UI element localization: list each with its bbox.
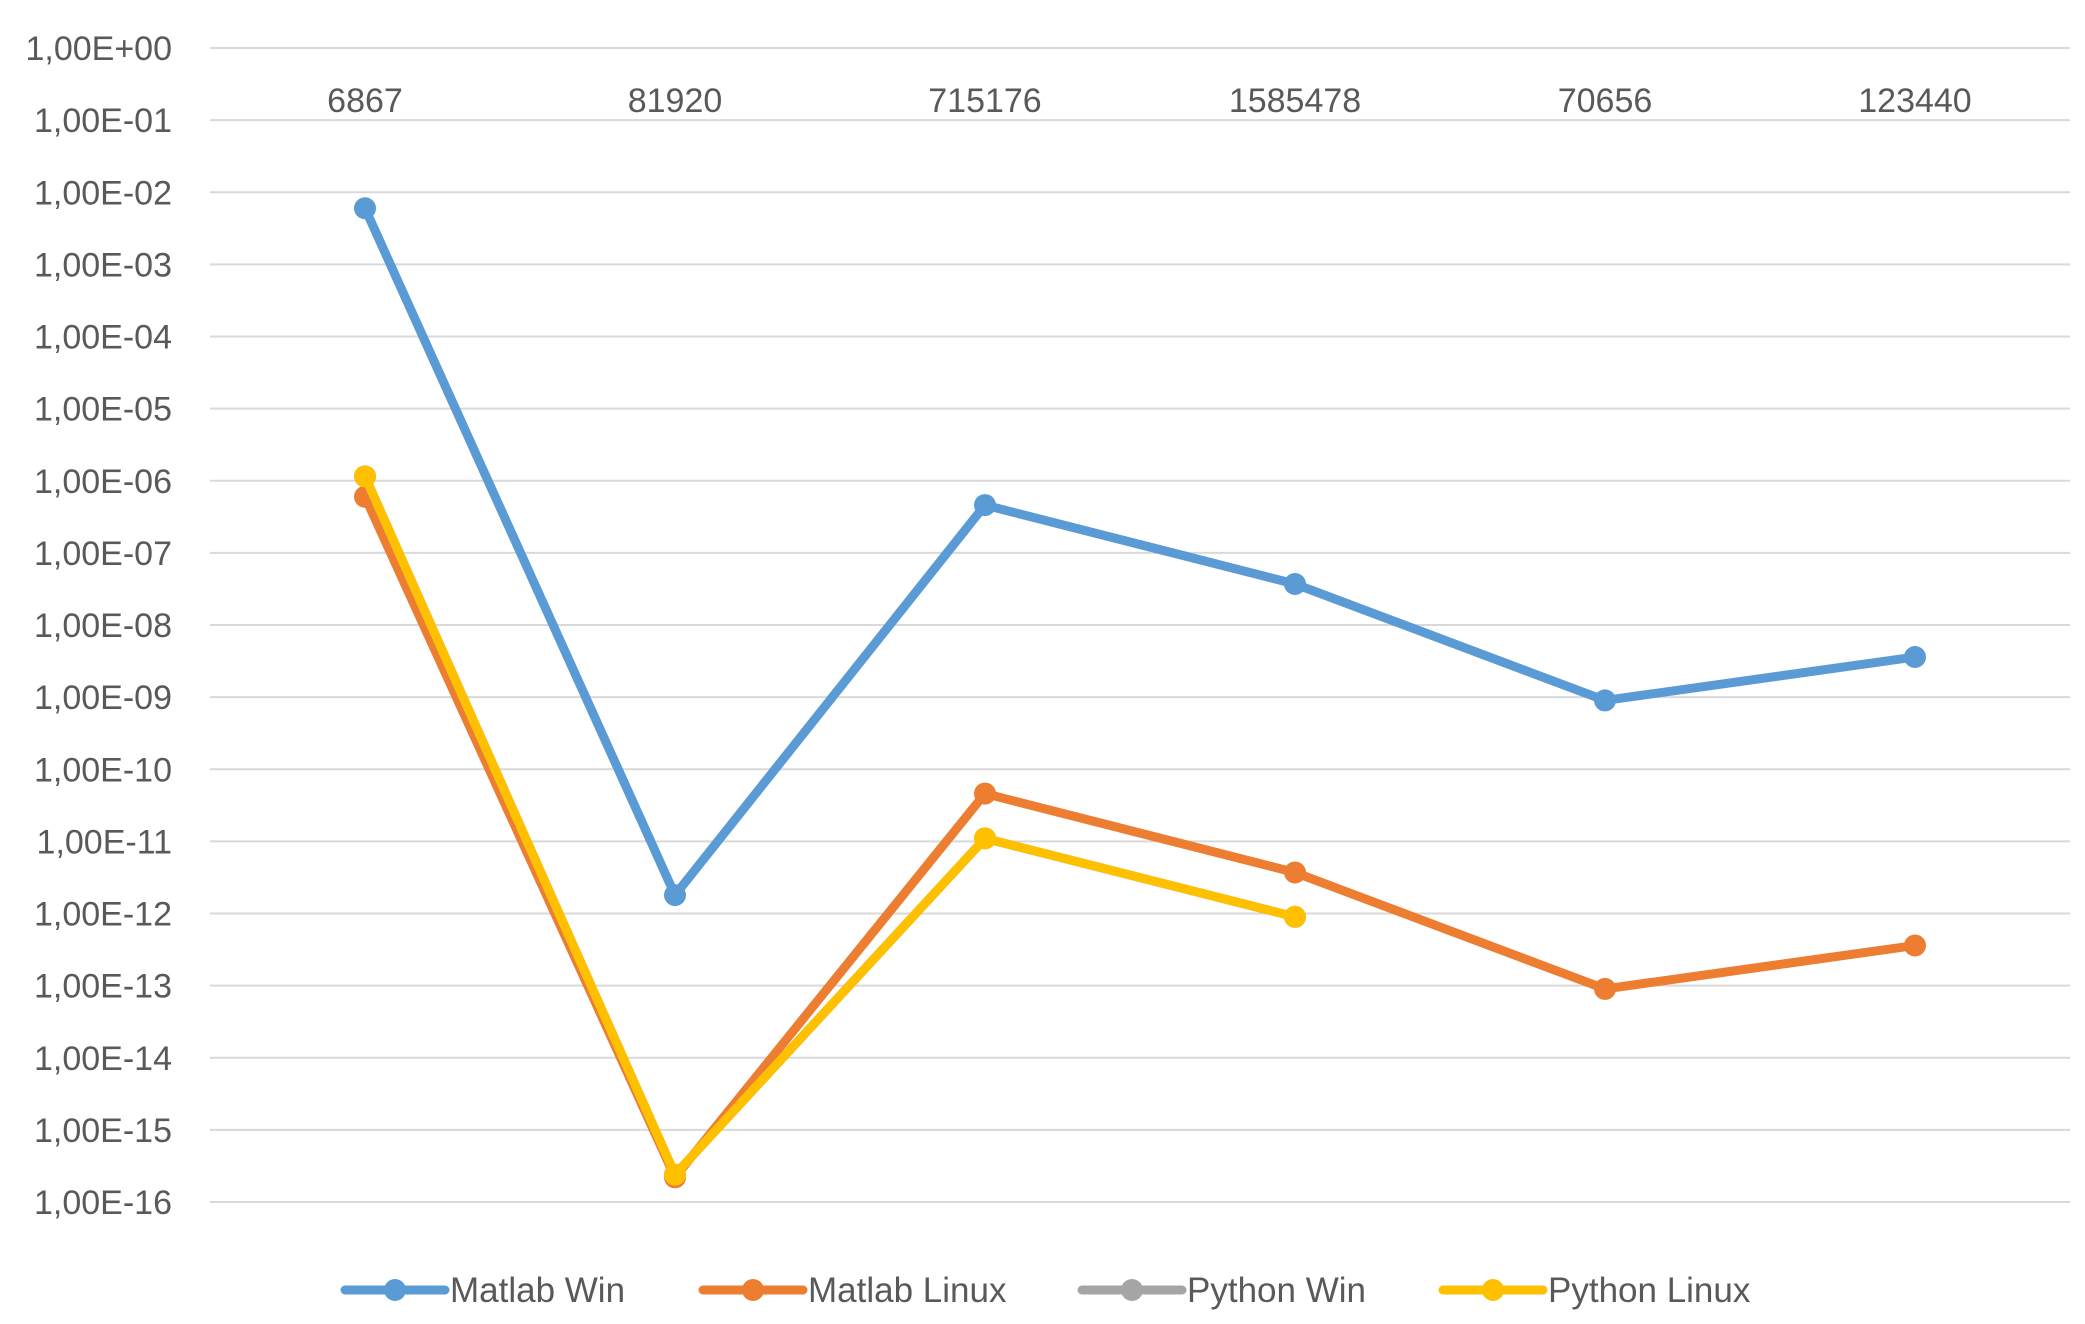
data-point: [1594, 689, 1616, 712]
series-line: [360, 203, 1920, 900]
data-point: [664, 1163, 686, 1186]
data-point: [1904, 934, 1926, 957]
data-point: [354, 197, 376, 220]
y-tick-label: 1,00E-07: [34, 535, 172, 573]
gridlines: [210, 47, 2070, 1203]
y-tick-label: 1,00E-05: [34, 391, 172, 429]
data-point: [664, 884, 686, 907]
series-matlab-linux: [354, 485, 1926, 1189]
y-tick-label: 1,00E-16: [34, 1184, 172, 1222]
series-python-win: [354, 465, 1306, 1186]
legend-label: Matlab Win: [450, 1271, 625, 1310]
legend-item: Python Linux: [1438, 1271, 1751, 1310]
y-tick-label: 1,00E-11: [37, 823, 172, 861]
x-tick-label: 6867: [327, 82, 403, 120]
y-tick-label: 1,00E-08: [34, 607, 172, 645]
series-line: [360, 471, 1300, 1180]
data-point: [974, 494, 996, 517]
legend-marker: [742, 1279, 764, 1301]
series-python-linux: [354, 465, 1306, 1186]
legend: Matlab Win Matlab Linux Python Win Python L…: [340, 1271, 1751, 1310]
legend-label: Python Win: [1187, 1271, 1366, 1310]
data-point: [974, 782, 996, 805]
data-point: [354, 465, 376, 488]
series-lines: [354, 197, 1926, 1189]
legend-item: Matlab Linux: [698, 1271, 1007, 1310]
legend-label: Matlab Linux: [808, 1271, 1007, 1310]
y-tick-label: 1,00E-15: [34, 1112, 172, 1150]
x-tick-label: 1585478: [1229, 82, 1361, 120]
x-tick-label: 81920: [628, 82, 723, 120]
legend-item: Matlab Win: [340, 1271, 625, 1310]
y-tick-label: 1,00E-02: [34, 174, 172, 212]
x-tick-label: 123440: [1858, 82, 1971, 120]
y-axis-tick-labels: 1,00E+00 1,00E-01 1,00E-02 1,00E-03 1,00E-04…: [25, 30, 172, 1222]
data-point: [1284, 573, 1306, 596]
y-tick-label: 1,00E-12: [34, 896, 172, 934]
series-line: [360, 471, 1300, 1180]
y-tick-label: 1,00E-13: [34, 968, 172, 1006]
legend-marker: [384, 1279, 406, 1301]
y-tick-label: 1,00E-14: [34, 1040, 172, 1078]
x-axis-tick-labels: 6867 81920 715176 1585478 70656 123440: [327, 82, 1972, 120]
y-tick-label: 1,00E-06: [34, 463, 172, 501]
data-point: [1284, 905, 1306, 928]
y-tick-label: 1,00E-10: [34, 751, 172, 789]
y-tick-label: 1,00E-01: [34, 102, 172, 140]
legend-label: Python Linux: [1548, 1271, 1751, 1310]
legend-marker: [1121, 1279, 1143, 1301]
y-tick-label: 1,00E-09: [34, 679, 172, 717]
y-tick-label: 1,00E+00: [25, 30, 172, 68]
data-point: [1284, 861, 1306, 884]
legend-item: Python Win: [1077, 1271, 1366, 1310]
data-point: [974, 827, 996, 850]
x-tick-label: 715176: [928, 82, 1041, 120]
data-point: [1904, 646, 1926, 669]
data-point: [1594, 977, 1616, 1000]
series-line: [360, 492, 1920, 1182]
series-matlab-win: [354, 197, 1926, 907]
y-tick-label: 1,00E-04: [34, 319, 172, 357]
x-tick-label: 70656: [1558, 82, 1653, 120]
legend-marker: [1482, 1279, 1504, 1301]
y-tick-label: 1,00E-03: [34, 246, 172, 284]
